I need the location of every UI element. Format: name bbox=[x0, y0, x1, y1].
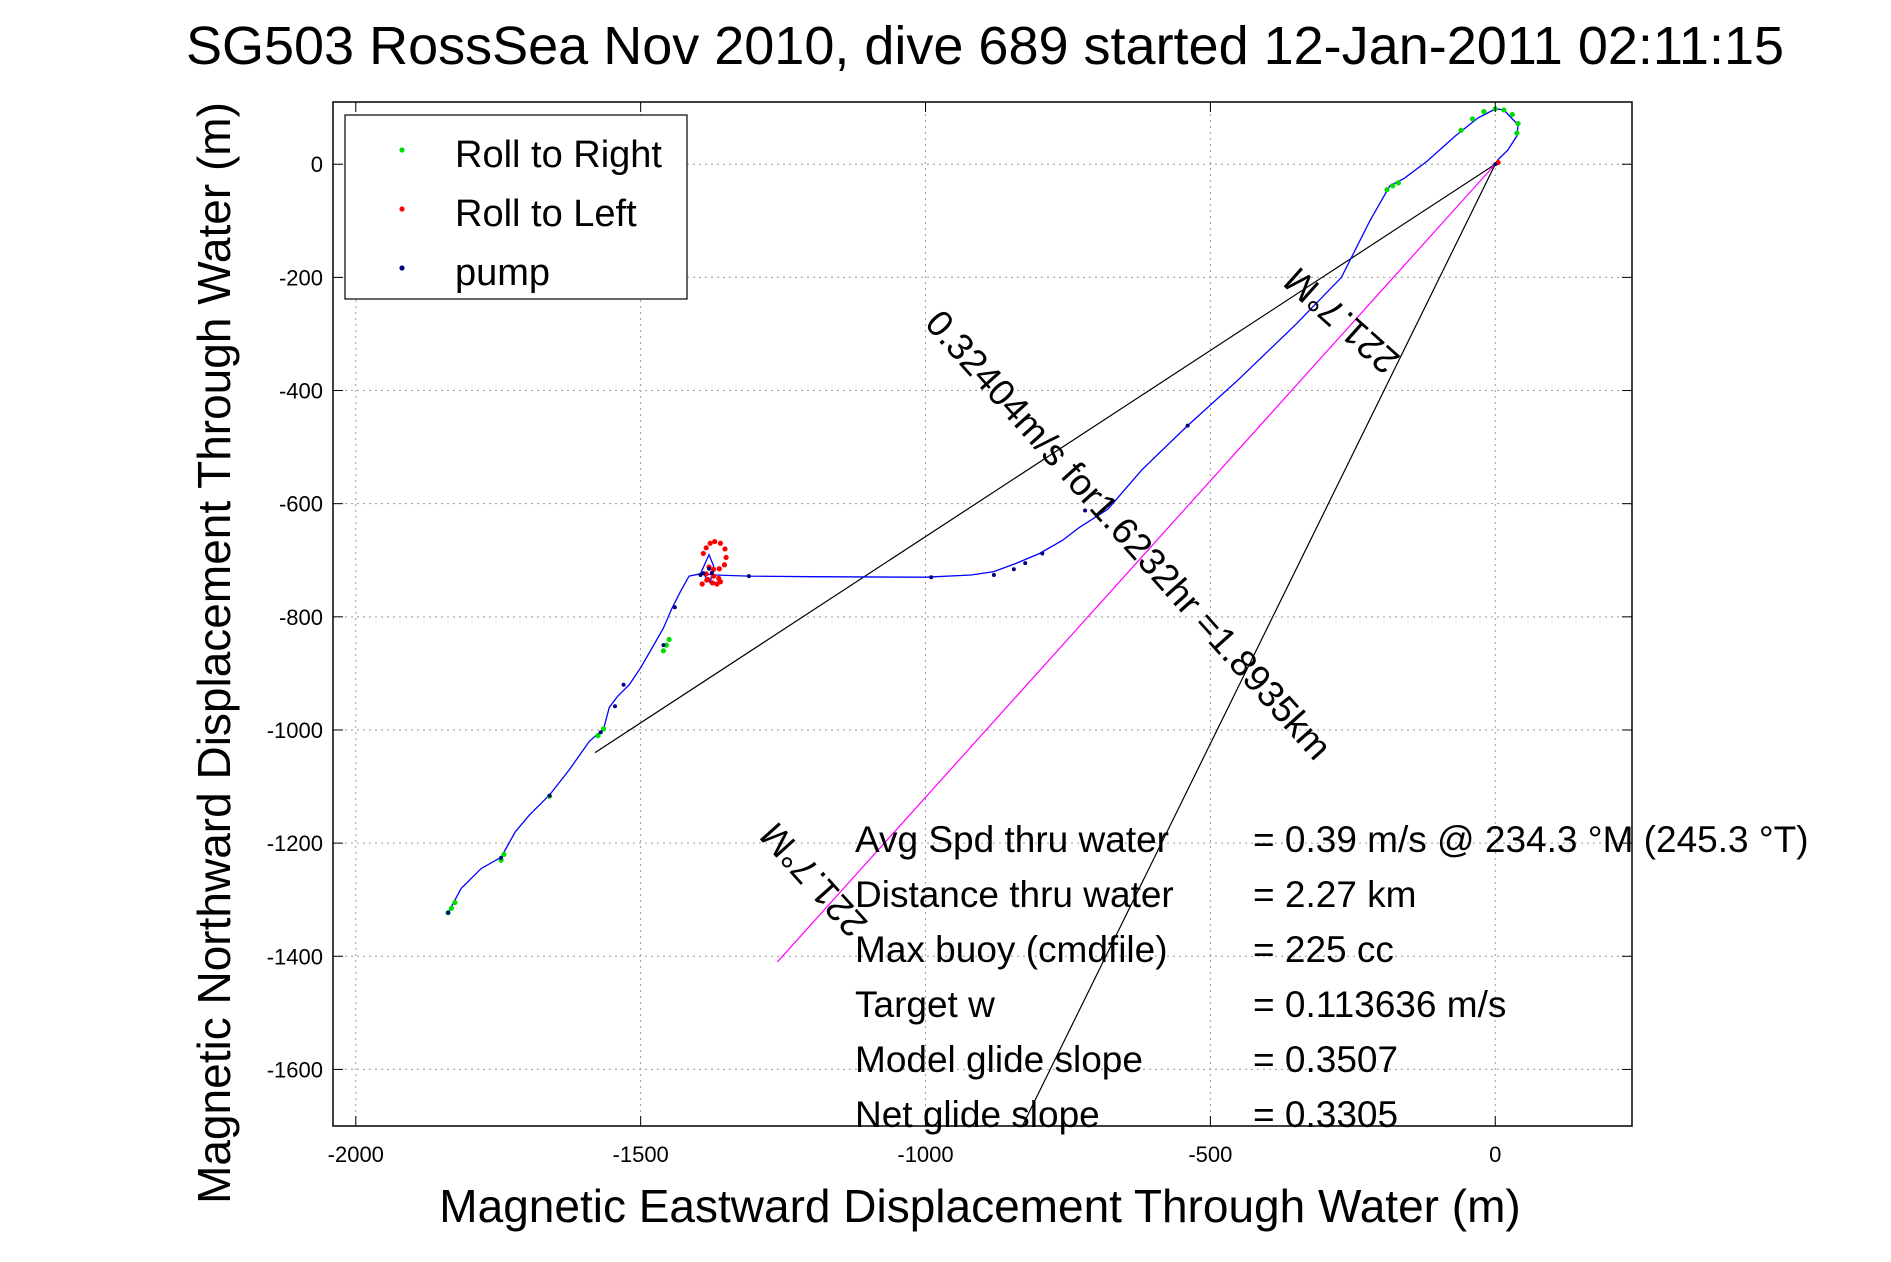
y-tick-label: -800 bbox=[279, 605, 323, 630]
y-tick-label: -1000 bbox=[267, 718, 323, 743]
plot-frame bbox=[332, 101, 1633, 1127]
roll-left-point bbox=[704, 577, 710, 583]
pump-point bbox=[707, 566, 712, 571]
pump-point bbox=[929, 575, 934, 580]
roll-left-point bbox=[712, 538, 718, 545]
pump-point bbox=[1011, 567, 1016, 572]
roll-left-point bbox=[700, 550, 706, 557]
reference-line bbox=[594, 163, 1496, 754]
stat-label: Avg Spd thru water bbox=[855, 819, 1169, 860]
axis-ticks: -2000 -1500 -1000 -500 0 0 -200 -400 -600 -800 -10… bbox=[267, 102, 1632, 1167]
roll-right-point bbox=[1509, 111, 1515, 118]
roll-left-point bbox=[699, 581, 705, 587]
y-tick-label: -200 bbox=[279, 265, 323, 290]
roll-left-point bbox=[710, 566, 717, 572]
pump-point bbox=[446, 910, 451, 915]
roll-left-point bbox=[710, 573, 717, 579]
roll-right-point bbox=[1390, 183, 1396, 189]
legend-label: pump bbox=[455, 252, 550, 294]
pump-point bbox=[1040, 551, 1045, 556]
stat-label: Max buoy (cmdfile) bbox=[855, 929, 1168, 970]
x-tick-label: -500 bbox=[1188, 1142, 1232, 1167]
roll-left-point bbox=[721, 562, 728, 568]
pump-point bbox=[709, 570, 714, 575]
stat-label: Net glide slope bbox=[855, 1094, 1100, 1135]
x-tick-label: 0 bbox=[1489, 1142, 1501, 1167]
stat-value: = 0.39 m/s @ 234.3 °M (245.3 °T) bbox=[1253, 819, 1809, 860]
stat-value: = 0.3305 bbox=[1253, 1094, 1398, 1135]
pump-point bbox=[598, 730, 603, 735]
x-axis-title: Magnetic Eastward Displacement Through W… bbox=[439, 1180, 1520, 1232]
pump-point bbox=[661, 643, 666, 648]
y-tick-label: -1200 bbox=[267, 831, 323, 856]
y-axis-title: Magnetic Northward Displacement Through … bbox=[188, 102, 240, 1204]
y-tick-label: -1400 bbox=[267, 944, 323, 969]
roll-left-point bbox=[717, 540, 724, 546]
roll-right-point bbox=[1481, 109, 1487, 115]
roll-right-point bbox=[1501, 107, 1507, 113]
y-tick-label: -400 bbox=[279, 379, 323, 404]
pump-point bbox=[746, 574, 751, 579]
pump-point bbox=[1083, 508, 1088, 513]
roll-right-point bbox=[1515, 120, 1521, 127]
stats-block: Avg Spd thru water = 0.39 m/s @ 234.3 °M … bbox=[855, 819, 1809, 1135]
roll-right-point bbox=[663, 642, 669, 648]
pump-point bbox=[672, 605, 677, 610]
y-tick-label: 0 bbox=[311, 152, 323, 177]
roll-right-point bbox=[501, 851, 507, 858]
roll-left-point bbox=[703, 545, 709, 551]
roll-right-point bbox=[1384, 187, 1390, 193]
chart-title: SG503 RossSea Nov 2010, dive 689 started… bbox=[186, 16, 1784, 76]
reference-lines bbox=[594, 163, 1496, 1127]
legend: Roll to Right Roll to Left pump bbox=[344, 114, 688, 300]
legend-label: Roll to Left bbox=[455, 193, 637, 235]
bearing-annotation: 0.32404m/s for1.6232hr =1.8935km bbox=[918, 302, 1340, 767]
roll-right-point bbox=[666, 636, 672, 643]
stat-value: = 2.27 km bbox=[1253, 874, 1417, 915]
pump-point bbox=[1185, 423, 1190, 428]
roll-right-point bbox=[1514, 130, 1520, 136]
stat-label: Distance thru water bbox=[855, 874, 1174, 915]
track-markers bbox=[445, 106, 1521, 916]
stat-label: Model glide slope bbox=[855, 1039, 1143, 1080]
y-tick-label: -600 bbox=[279, 492, 323, 517]
roll-right-point bbox=[595, 733, 601, 739]
roll-right-point bbox=[448, 905, 455, 911]
stat-value: = 225 cc bbox=[1253, 929, 1394, 970]
roll-left-point bbox=[723, 554, 729, 561]
pump-point bbox=[1493, 162, 1498, 167]
reference-line bbox=[1021, 163, 1496, 1127]
legend-marker bbox=[399, 265, 405, 271]
roll-left-point bbox=[709, 580, 716, 586]
pump-point bbox=[613, 704, 618, 709]
roll-left-point bbox=[716, 575, 722, 581]
roll-right-point bbox=[660, 648, 667, 654]
reference-line bbox=[776, 163, 1496, 963]
pump-point bbox=[991, 572, 996, 577]
x-tick-label: -2000 bbox=[328, 1142, 384, 1167]
y-tick-label: -1600 bbox=[267, 1057, 323, 1082]
roll-right-point bbox=[1395, 180, 1402, 186]
legend-marker bbox=[399, 147, 405, 153]
legend-label: Roll to Right bbox=[455, 134, 662, 176]
stat-label: Target w bbox=[855, 984, 995, 1025]
x-tick-label: -1500 bbox=[613, 1142, 669, 1167]
roll-left-point bbox=[716, 566, 722, 572]
roll-right-point bbox=[601, 726, 607, 732]
roll-right-point bbox=[452, 899, 458, 906]
roll-left-point bbox=[707, 540, 713, 546]
roll-right-point bbox=[1469, 116, 1476, 122]
pump-point bbox=[547, 793, 552, 798]
pump-point bbox=[621, 682, 626, 687]
stat-value: = 0.3507 bbox=[1253, 1039, 1398, 1080]
roll-right-point bbox=[1458, 127, 1464, 133]
pump-point bbox=[1023, 561, 1028, 566]
legend-marker bbox=[399, 206, 405, 212]
pump-point bbox=[701, 571, 706, 576]
stat-value: = 0.113636 m/s bbox=[1253, 984, 1506, 1025]
pump-point bbox=[499, 855, 504, 860]
roll-left-point bbox=[722, 546, 728, 552]
x-tick-label: -1000 bbox=[897, 1142, 953, 1167]
